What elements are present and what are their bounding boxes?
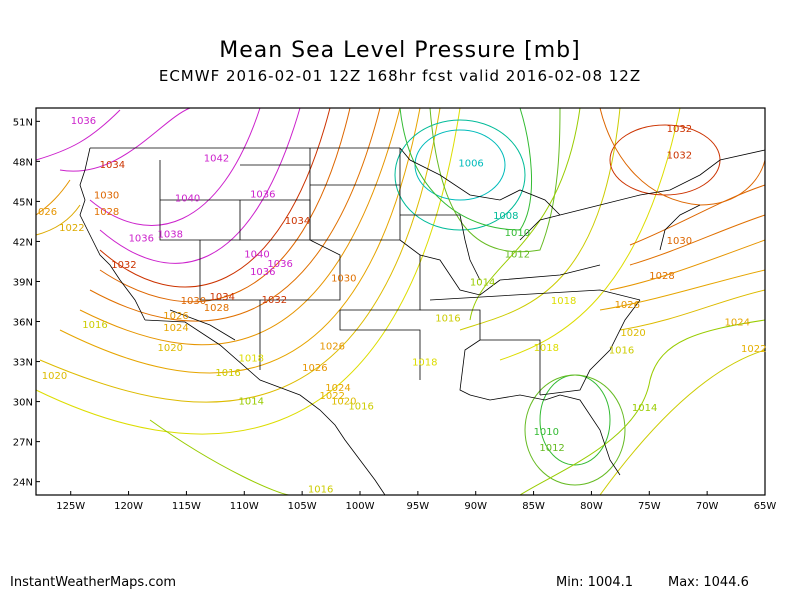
isobar-label: 1024 xyxy=(163,323,188,334)
isobar-label: 1034 xyxy=(100,160,125,171)
isobar-label: 1040 xyxy=(244,249,269,260)
isobar-label: 1016 xyxy=(82,320,107,331)
lon-tick-label: 85W xyxy=(522,501,545,512)
isobar-label: 1022 xyxy=(59,223,84,234)
isobar-label: 1036 xyxy=(267,259,292,270)
isobar-label: 1014 xyxy=(632,403,657,414)
isobar-label: 1022 xyxy=(741,344,766,355)
lat-tick-label: 42N xyxy=(13,237,33,248)
site-credit: InstantWeatherMaps.com xyxy=(10,575,177,590)
isobar-label: 1028 xyxy=(204,303,229,314)
isobar-label: 1012 xyxy=(505,249,530,260)
isobar-label: 1016 xyxy=(215,368,240,379)
isobar-label: 1008 xyxy=(493,211,518,222)
lat-tick-label: 51N xyxy=(13,117,33,128)
isobar-lines xyxy=(35,107,766,496)
isobar-label: 1020 xyxy=(620,328,645,339)
lat-tick-label: 24N xyxy=(13,478,33,489)
min-pressure: Min: 1004.1 xyxy=(556,575,634,590)
isobar-label: 1042 xyxy=(204,153,229,164)
isobar-label: 1036 xyxy=(71,116,96,127)
isobar-label: 1030 xyxy=(181,296,206,307)
isobar-label: 1030 xyxy=(94,191,119,202)
map-subtitle: ECMWF 2016-02-01 12Z 168hr fcst valid 20… xyxy=(158,67,642,85)
isobar-label: 1018 xyxy=(534,343,559,354)
lon-tick-label: 95W xyxy=(407,501,430,512)
isobar-label: 1016 xyxy=(609,346,634,357)
isobar-label: 1026 xyxy=(320,342,345,353)
isobar-label: 1030 xyxy=(331,273,356,284)
lat-tick-label: 36N xyxy=(13,318,33,329)
isobar-label: 1024 xyxy=(725,318,750,329)
isobar-label: 1018 xyxy=(239,354,264,365)
isobar-label: 1022 xyxy=(320,391,345,402)
lon-tick-label: 90W xyxy=(464,501,487,512)
isobar-label: 1032 xyxy=(111,260,136,271)
isobar-label: 1006 xyxy=(458,159,483,170)
isobar-label: 1026 xyxy=(163,311,188,322)
isobar-label: 1028 xyxy=(94,207,119,218)
isobar-label: 1014 xyxy=(470,277,495,288)
lat-tick-label: 33N xyxy=(13,358,33,369)
isobar-label: 1010 xyxy=(505,228,530,239)
isobar-label: 1026 xyxy=(615,300,640,311)
isobar-label: 1040 xyxy=(175,193,200,204)
lon-tick-label: 110W xyxy=(230,501,259,512)
isobar-label: 1036 xyxy=(129,233,154,244)
isobar-label: 1016 xyxy=(435,314,460,325)
isobar-label: 1032 xyxy=(262,295,287,306)
lon-tick-label: 65W xyxy=(754,501,777,512)
map-title: Mean Sea Level Pressure [mb] xyxy=(219,38,581,63)
isobar-label: 1036 xyxy=(250,267,275,278)
lon-tick-label: 105W xyxy=(288,501,317,512)
isobar-label: 1034 xyxy=(285,216,310,227)
isobar-label: 1030 xyxy=(667,236,692,247)
axis-ticks: 51N 48N 45N 42N 39N 36N 33N 30N 27N 24N 125W 120W 11… xyxy=(13,117,777,512)
isobar-label: 1018 xyxy=(551,296,576,307)
lat-tick-label: 30N xyxy=(13,398,33,409)
lon-tick-label: 100W xyxy=(346,501,375,512)
lat-tick-label: 48N xyxy=(13,157,33,168)
isobar-label: 1028 xyxy=(649,271,674,282)
max-pressure: Max: 1044.6 xyxy=(668,575,749,590)
lon-tick-label: 80W xyxy=(580,501,603,512)
lat-tick-label: 45N xyxy=(13,197,33,208)
lat-tick-label: 39N xyxy=(13,277,33,288)
isobar-label: 1016 xyxy=(308,484,333,495)
lon-tick-label: 120W xyxy=(114,501,143,512)
isobar-label: 1018 xyxy=(412,358,437,369)
isobar-label: 1014 xyxy=(239,396,264,407)
isobar-label: 1020 xyxy=(42,371,67,382)
isobar-label: 1020 xyxy=(331,396,356,407)
isobar-label: 1032 xyxy=(667,124,692,135)
isobar-label: 1016 xyxy=(348,402,373,413)
state-boundaries xyxy=(79,147,766,496)
lon-tick-label: 70W xyxy=(696,501,719,512)
isobar-label: 1012 xyxy=(539,443,564,454)
isobar-label: 1010 xyxy=(534,427,559,438)
lat-tick-label: 27N xyxy=(13,438,33,449)
isobar-label: 1020 xyxy=(158,343,183,354)
isobar-label: 1026 xyxy=(302,363,327,374)
map-frame xyxy=(35,107,766,496)
isobar-label: 1024 xyxy=(325,383,350,394)
lon-tick-label: 125W xyxy=(56,501,85,512)
isobar-label: 1034 xyxy=(210,292,235,303)
isobar-label: 1036 xyxy=(250,189,275,200)
lon-tick-label: 115W xyxy=(172,501,201,512)
isobar-label: 1032 xyxy=(667,151,692,162)
lon-tick-label: 75W xyxy=(638,501,661,512)
isobar-label: 1038 xyxy=(158,229,183,240)
isobar-label: 026 xyxy=(38,207,57,218)
